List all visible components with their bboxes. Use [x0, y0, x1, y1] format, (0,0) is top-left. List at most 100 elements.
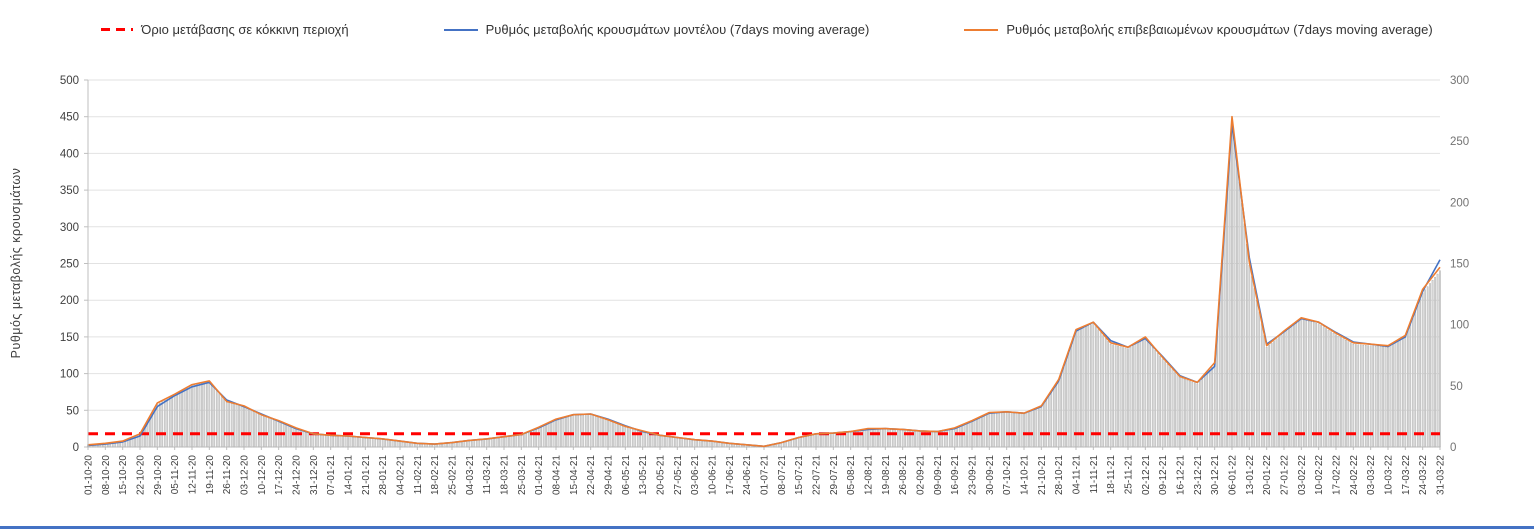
daily-bar: [243, 406, 245, 448]
daily-bar: [396, 441, 399, 448]
daily-bar: [1221, 259, 1223, 448]
daily-bar: [1139, 341, 1142, 448]
x-axis-tick: 29-07-21: [829, 455, 840, 495]
daily-bar: [1258, 311, 1261, 448]
daily-bar: [1047, 395, 1050, 448]
daily-bar: [1000, 412, 1003, 448]
daily-bar: [1402, 338, 1404, 448]
x-axis-tick: 23-12-21: [1193, 455, 1204, 495]
legend-item-threshold[interactable]: Όριο μετάβασης σε κόκκινη περιοχή: [101, 22, 349, 37]
daily-bar: [1070, 345, 1072, 448]
daily-bar: [230, 403, 233, 448]
daily-bar: [1119, 346, 1122, 448]
daily-bar: [619, 425, 622, 448]
daily-bar: [1278, 336, 1280, 448]
daily-bar: [981, 416, 983, 448]
daily-bar: [471, 440, 473, 448]
daily-bar: [228, 402, 230, 448]
daily-bar: [1260, 323, 1263, 448]
daily-bar: [352, 436, 354, 448]
daily-bar: [1085, 326, 1087, 448]
daily-bar: [1290, 326, 1293, 448]
daily-bar: [302, 431, 305, 448]
bottom-scrollbar[interactable]: [0, 526, 1534, 529]
legend-model-swatch: [443, 28, 478, 31]
daily-bar: [1203, 375, 1206, 448]
daily-bar: [1127, 348, 1129, 448]
daily-bar: [659, 435, 661, 448]
daily-bar: [1199, 380, 1201, 448]
left-axis-tick: 300: [60, 222, 79, 234]
daily-bar: [1144, 338, 1147, 448]
daily-bar: [609, 421, 612, 448]
daily-bar: [213, 387, 216, 448]
daily-bar: [1176, 374, 1179, 448]
daily-bar: [151, 412, 154, 448]
x-axis-tick: 21-01-21: [361, 455, 372, 495]
daily-bar: [1255, 300, 1258, 448]
daily-bar: [644, 432, 646, 448]
daily-bar: [215, 390, 218, 448]
x-axis-tick: 30-09-21: [985, 455, 996, 495]
legend-item-confirmed[interactable]: Ρυθμός μεταβολής επιβεβαιωμένων κρουσμάτ…: [964, 22, 1433, 37]
daily-bar: [1421, 292, 1424, 448]
daily-bar: [721, 442, 723, 448]
daily-bar: [1431, 280, 1434, 448]
daily-bar: [255, 412, 258, 448]
x-axis-tick: 24-06-21: [742, 455, 753, 495]
daily-bar: [817, 434, 820, 448]
daily-bar: [495, 437, 498, 448]
daily-bar: [1231, 120, 1233, 448]
daily-bar: [376, 439, 379, 448]
daily-bar: [176, 393, 178, 448]
daily-bar: [1186, 379, 1189, 448]
daily-bar: [1416, 305, 1419, 448]
daily-bar: [582, 414, 585, 448]
daily-bar: [367, 438, 369, 448]
daily-bar: [795, 438, 797, 448]
daily-bar: [1087, 325, 1090, 448]
daily-bar: [399, 441, 401, 448]
daily-bar: [406, 442, 409, 448]
daily-bar: [1362, 344, 1365, 448]
daily-bar: [1305, 320, 1308, 448]
confirmed-line[interactable]: [87, 115, 1441, 448]
daily-bar: [1003, 412, 1005, 448]
daily-bar: [1097, 329, 1100, 448]
legend-model-label: Ρυθμός μεταβολής κρουσμάτων μοντέλου (7d…: [485, 22, 870, 37]
daily-bar: [896, 429, 899, 448]
daily-bar: [322, 435, 325, 448]
daily-bar: [869, 429, 872, 448]
daily-bar: [1161, 358, 1164, 448]
daily-bar: [963, 424, 966, 448]
daily-bar: [1243, 223, 1246, 448]
daily-bar: [1397, 341, 1399, 448]
x-axis-tick: 20-01-22: [1262, 455, 1273, 495]
daily-bar: [1149, 344, 1152, 448]
daily-bar: [931, 431, 934, 448]
daily-bar: [825, 433, 827, 448]
daily-bar: [584, 414, 587, 448]
daily-bar: [919, 431, 921, 448]
daily-bar: [537, 427, 540, 448]
left-axis-tick: 0: [73, 442, 79, 454]
daily-bar: [1285, 330, 1288, 448]
legend-threshold-label: Όριο μετάβασης σε κόκκινη περιοχή: [141, 22, 349, 37]
daily-bar: [1166, 364, 1169, 448]
left-axis-tick: 500: [60, 75, 79, 87]
daily-bar: [1233, 140, 1236, 448]
x-axis-tick: 03-06-21: [690, 455, 701, 495]
legend-item-model[interactable]: Ρυθμός μεταβολής κρουσμάτων μοντέλου (7d…: [443, 22, 870, 37]
x-axis-tick: 07-01-21: [326, 455, 337, 495]
daily-bar: [473, 439, 476, 448]
daily-bar: [1345, 340, 1347, 448]
daily-bar: [681, 438, 684, 448]
daily-bar: [718, 442, 721, 448]
daily-bar: [560, 418, 562, 448]
daily-bar: [500, 437, 503, 448]
daily-bar: [797, 438, 800, 448]
daily-bar: [369, 438, 372, 448]
daily-bar: [527, 431, 530, 448]
